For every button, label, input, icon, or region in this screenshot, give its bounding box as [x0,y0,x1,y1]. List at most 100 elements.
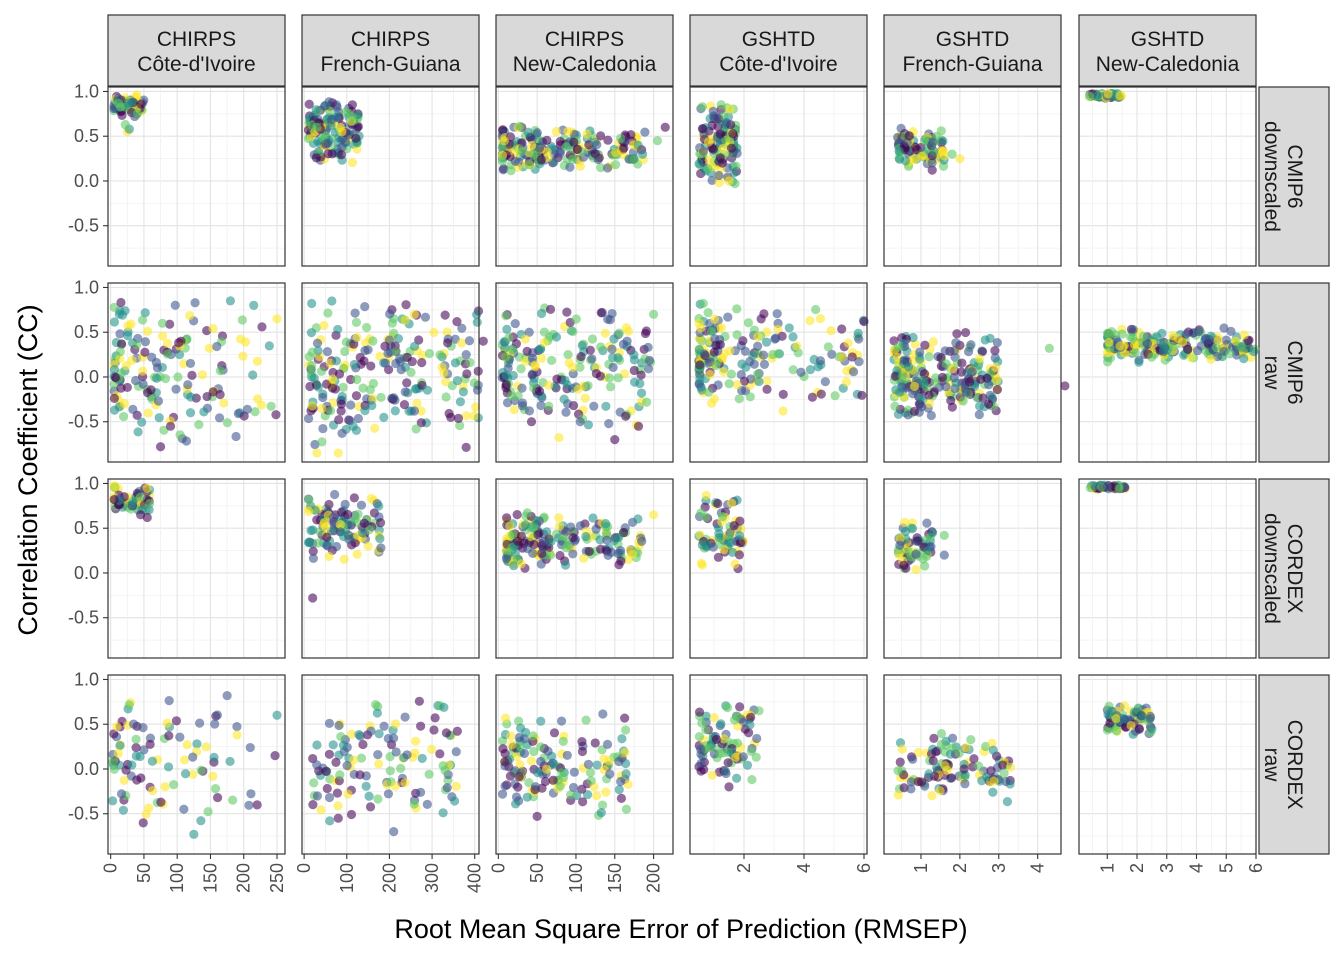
data-point [169,779,179,790]
data-point [304,506,314,516]
data-point [961,742,971,753]
data-point [109,757,119,767]
y-axis-title: Correlation Coefficient (CC) [13,304,43,635]
panel [495,86,674,267]
data-point [179,755,190,765]
data-point [526,756,537,766]
data-point [367,400,377,411]
data-point [820,377,830,387]
data-point [340,137,351,147]
data-point [716,323,726,333]
data-point [544,401,554,411]
data-point [533,530,543,540]
panel-border [1078,478,1257,659]
data-point [160,782,170,792]
data-point [472,309,482,320]
data-point [587,334,598,344]
data-point [900,156,911,166]
data-point [555,521,565,531]
data-point [409,799,419,809]
data-point [1219,323,1229,333]
data-point [601,787,611,797]
data-point [347,100,358,110]
panel-border [1078,674,1257,855]
data-point [319,320,329,331]
data-point [186,392,196,402]
data-point [356,753,367,763]
data-point [471,402,481,412]
column-strip [107,14,286,87]
data-point [410,748,420,758]
data-point [213,792,223,803]
data-point [928,756,938,766]
data-point [989,776,999,786]
data-point [515,741,525,751]
data-point [722,703,733,713]
data-point [907,524,918,534]
y-tick-label: -0.5 [68,804,99,824]
data-point [179,359,189,369]
data-point [400,712,410,722]
data-point [717,353,727,363]
data-point [328,740,338,750]
data-point [893,132,903,142]
data-point [567,154,578,165]
data-point [429,327,439,338]
data-point [174,338,184,348]
x-tick-label: 300 [422,863,442,893]
data-point [313,382,323,392]
data-point [539,536,550,546]
data-point [715,129,725,139]
data-point [321,766,331,777]
data-point [562,750,572,760]
data-point [581,531,591,542]
data-point [1186,353,1196,363]
data-point [539,337,549,348]
data-point [623,779,633,790]
data-point [740,346,750,356]
x-tick-label: 1 [911,863,931,873]
data-point [705,370,715,380]
data-point [602,739,613,749]
data-point [338,531,349,542]
data-point [726,369,736,379]
column-strip-region: French-Guiana [320,53,460,76]
data-point [753,341,763,351]
data-point [560,375,570,386]
data-point [732,380,742,390]
data-point [714,177,724,188]
data-point [400,387,410,397]
data-point [1181,329,1191,339]
data-point [138,366,148,376]
y-tick-label: 1.0 [74,669,99,689]
data-point [116,102,126,112]
data-point [941,359,951,369]
data-point [955,154,965,164]
data-point [974,409,984,420]
data-point [611,159,621,170]
data-point [155,442,166,452]
data-point [708,144,719,154]
data-point [541,764,552,774]
data-point [145,739,155,749]
data-point [906,784,916,794]
data-point [497,156,508,167]
data-point [389,827,399,837]
data-point [309,373,319,383]
data-point [539,327,550,337]
data-point [729,715,740,725]
data-point [313,538,323,548]
x-tick-label: 400 [465,863,485,893]
x-tick-label: 4 [1028,863,1048,873]
data-point [1137,711,1147,721]
data-point [805,365,816,375]
data-point [323,149,333,159]
data-point [237,315,247,325]
data-point [601,519,611,529]
data-point [1126,720,1136,731]
data-point [185,358,196,369]
data-point [697,102,707,112]
data-point [815,356,826,366]
x-tick-label: 0 [488,863,508,873]
data-point [151,357,162,368]
